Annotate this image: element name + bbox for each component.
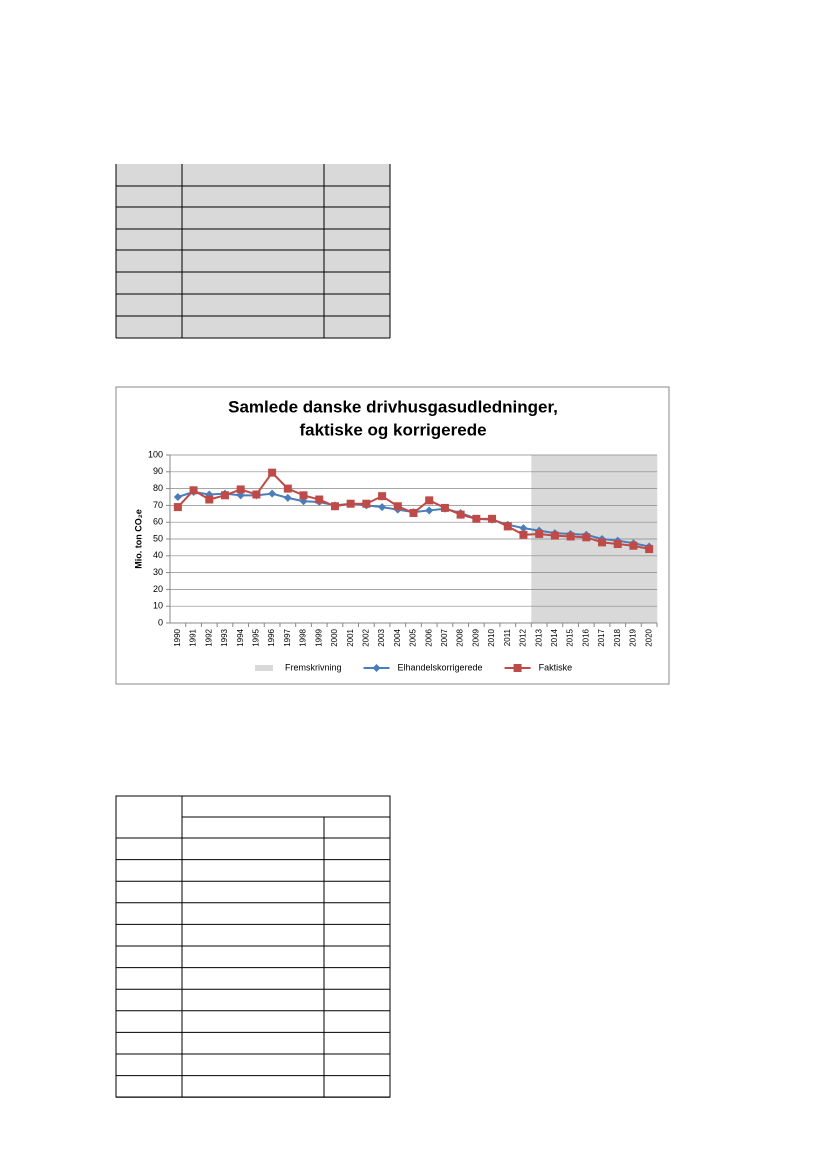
y-tick-label: 40 bbox=[153, 550, 163, 560]
data-point bbox=[566, 532, 575, 541]
data-point bbox=[268, 489, 277, 498]
y-tick-label: 60 bbox=[153, 517, 163, 527]
data-point bbox=[220, 491, 229, 500]
x-tick-label: 2001 bbox=[346, 628, 355, 646]
x-tick-label: 2019 bbox=[629, 628, 638, 646]
x-tick-label: 1997 bbox=[283, 628, 292, 646]
x-tick-label: 2005 bbox=[409, 628, 418, 646]
legend-swatch bbox=[255, 665, 273, 671]
data-point bbox=[598, 538, 607, 547]
data-point bbox=[173, 503, 182, 512]
data-point bbox=[283, 484, 292, 493]
legend-label: Elhandelskorrigerede bbox=[398, 662, 483, 672]
data-point bbox=[346, 499, 355, 508]
data-point bbox=[456, 510, 465, 519]
data-point bbox=[629, 541, 638, 550]
data-point bbox=[362, 499, 371, 508]
y-tick-label: 80 bbox=[153, 483, 163, 493]
top-table bbox=[115, 164, 391, 339]
x-tick-label: 2011 bbox=[503, 628, 512, 646]
data-point bbox=[409, 508, 418, 517]
data-point bbox=[519, 524, 528, 533]
x-tick-label: 2014 bbox=[550, 628, 559, 646]
x-tick-label: 2015 bbox=[566, 628, 575, 646]
data-point bbox=[645, 545, 654, 554]
x-tick-label: 2008 bbox=[456, 628, 465, 646]
x-tick-label: 1992 bbox=[204, 628, 213, 646]
data-point bbox=[315, 495, 324, 504]
x-tick-label: 2006 bbox=[424, 628, 433, 646]
x-tick-label: 1991 bbox=[189, 628, 198, 646]
data-point bbox=[378, 503, 387, 512]
data-point bbox=[205, 495, 214, 504]
data-point bbox=[173, 493, 182, 501]
x-tick-label: 2013 bbox=[534, 628, 543, 646]
chart: Samlede danske drivhusgasudledninger, fa… bbox=[115, 386, 670, 685]
bottom-table bbox=[115, 795, 391, 1098]
data-point bbox=[488, 514, 497, 523]
x-tick-label: 2003 bbox=[377, 628, 386, 646]
y-axis-title: Mio. ton CO₂e bbox=[133, 509, 143, 569]
x-tick-label: 2007 bbox=[440, 628, 449, 646]
x-tick-label: 1999 bbox=[314, 628, 323, 646]
y-tick-label: 70 bbox=[153, 500, 163, 510]
x-tick-label: 2002 bbox=[361, 628, 370, 646]
data-point bbox=[582, 533, 591, 542]
data-point bbox=[440, 503, 449, 512]
data-point bbox=[236, 485, 245, 494]
y-tick-label: 90 bbox=[153, 466, 163, 476]
data-point bbox=[425, 506, 434, 515]
data-point bbox=[613, 540, 622, 549]
x-tick-label: 2010 bbox=[487, 628, 496, 646]
x-tick-label: 2018 bbox=[613, 628, 622, 646]
x-tick-label: 2012 bbox=[519, 628, 528, 646]
x-tick-label: 2020 bbox=[644, 628, 653, 646]
data-point bbox=[299, 491, 308, 500]
y-tick-label: 30 bbox=[153, 567, 163, 577]
x-tick-label: 2004 bbox=[393, 628, 402, 646]
y-tick-label: 50 bbox=[153, 533, 163, 543]
data-point bbox=[503, 522, 512, 531]
x-tick-label: 2000 bbox=[330, 628, 339, 646]
data-point bbox=[378, 492, 387, 501]
x-tick-label: 1995 bbox=[252, 628, 261, 646]
x-tick-label: 2017 bbox=[597, 628, 606, 646]
data-point bbox=[550, 531, 559, 540]
y-tick-label: 0 bbox=[158, 617, 163, 627]
y-tick-label: 20 bbox=[153, 584, 163, 594]
data-point bbox=[189, 486, 198, 495]
data-point bbox=[283, 493, 292, 502]
data-point bbox=[252, 490, 261, 499]
x-tick-label: 1993 bbox=[220, 628, 229, 646]
legend-marker bbox=[372, 664, 381, 672]
data-point bbox=[330, 502, 339, 511]
data-point bbox=[519, 530, 528, 539]
legend-marker bbox=[513, 664, 522, 672]
data-point bbox=[268, 468, 277, 477]
x-tick-label: 1994 bbox=[236, 628, 245, 646]
data-point bbox=[535, 529, 544, 538]
x-tick-label: 2009 bbox=[471, 628, 480, 646]
x-tick-label: 1990 bbox=[173, 628, 182, 646]
data-point bbox=[472, 514, 481, 523]
legend-label: Fremskrivning bbox=[285, 662, 342, 672]
table-lines bbox=[115, 164, 391, 339]
x-tick-label: 2016 bbox=[581, 628, 590, 646]
chart-title: Samlede danske drivhusgasudledninger, bbox=[228, 397, 558, 416]
data-point bbox=[425, 496, 434, 505]
legend-label: Faktiske bbox=[539, 662, 573, 672]
data-point bbox=[393, 502, 402, 511]
y-tick-label: 10 bbox=[153, 601, 163, 611]
table-fill bbox=[116, 164, 390, 338]
x-tick-label: 1996 bbox=[267, 628, 276, 646]
y-tick-label: 100 bbox=[148, 449, 163, 459]
x-tick-label: 1998 bbox=[299, 628, 308, 646]
chart-title: faktiske og korrigerede bbox=[299, 420, 486, 439]
